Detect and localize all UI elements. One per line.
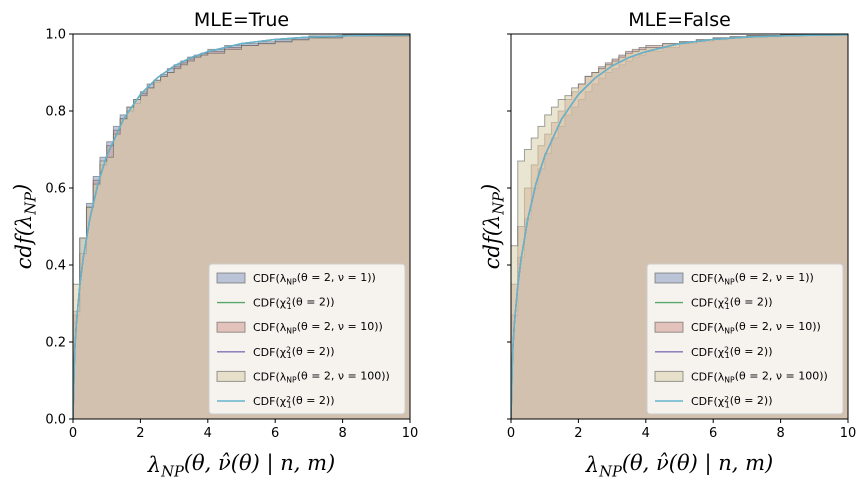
legend-box (646, 263, 844, 415)
x-tick-label: 0 (507, 426, 515, 441)
y-tick-label: 0.4 (45, 259, 66, 274)
legend-item: CDF(λNP(θ = 2, ν = 10)) (216, 320, 383, 336)
axes-frame (510, 33, 849, 420)
legend-swatch (654, 321, 684, 333)
legend-item: CDF(χ2 1(θ = 2)) (217, 345, 335, 360)
legend-item: CDF(χ2 1(θ = 2)) (655, 345, 773, 360)
x-tick-label: 4 (642, 426, 650, 441)
legend: CDF(λNP(θ = 2, ν = 1)) CDF(χ2 1(θ = 2)) CDF… (208, 263, 406, 415)
legend-item: CDF(χ2 1(θ = 2)) (655, 394, 773, 409)
legend-item: CDF(λNP(θ = 2, ν = 100)) (216, 369, 390, 385)
x-tick-label: 2 (574, 426, 582, 441)
x-axis-label: λNP(θ, ν̂(θ) | n, m) (585, 451, 773, 480)
legend-swatch (216, 370, 246, 382)
legend-item: CDF(χ2 1(θ = 2)) (217, 296, 335, 311)
y-axis-label: cdf(λNP) (478, 184, 507, 269)
legend-label: CDF(λNP(θ = 2, ν = 1)) (253, 271, 376, 286)
series-line-6 (511, 34, 848, 419)
legend-item: CDF(χ2 1(θ = 2)) (655, 296, 773, 311)
legend-item: CDF(λNP(θ = 2, ν = 1)) (216, 271, 376, 286)
x-tick-label: 8 (776, 426, 784, 441)
legend-label: CDF(λNP(θ = 2, ν = 100)) (691, 369, 828, 384)
legend-label: CDF(χ2 1(θ = 2)) (691, 345, 773, 360)
y-tick-label: 0.0 (45, 413, 66, 428)
chart-title: MLE=True (194, 9, 289, 31)
legend-label: CDF(χ2 1(θ = 2)) (253, 296, 335, 311)
x-tick-label: 4 (204, 426, 212, 441)
legend-item: CDF(λNP(θ = 2, ν = 1)) (654, 271, 814, 286)
legend-swatch (216, 272, 246, 284)
y-axis-label: cdf(λNP) (10, 184, 39, 269)
legend-label: CDF(χ2 1(θ = 2)) (691, 394, 773, 409)
y-tick-label: 1.0 (45, 28, 66, 43)
y-tick-label: 0.2 (45, 336, 66, 351)
series-line-6 (73, 34, 410, 419)
legend: CDF(λNP(θ = 2, ν = 1)) CDF(χ2 1(θ = 2)) CDF… (646, 263, 844, 415)
legend-label: CDF(χ2 1(θ = 2)) (691, 296, 773, 311)
chart-panel-1: 0 2 4 6 8 10 0.0 0.2 0.4 0.6 0.8 1.0 MLE=True λNP(θ, … (10, 9, 418, 480)
chart-title: MLE=False (628, 9, 731, 31)
legend-label: CDF(λNP(θ = 2, ν = 1)) (691, 271, 814, 286)
x-tick-label: 2 (136, 426, 144, 441)
x-tick-label: 10 (402, 426, 419, 441)
chart-panel-2: 0 2 4 6 8 10 MLE=False λNP(θ, ν̂(θ) | n, m) cdf(… (478, 9, 856, 480)
legend-item: CDF(λNP(θ = 2, ν = 10)) (654, 320, 821, 336)
x-tick-label: 0 (69, 426, 77, 441)
legend-label: CDF(χ2 1(θ = 2)) (253, 345, 335, 360)
y-tick-label: 0.8 (45, 105, 66, 120)
legend-item: CDF(λNP(θ = 2, ν = 100)) (654, 369, 828, 385)
legend-box (208, 263, 406, 415)
legend-label: CDF(λNP(θ = 2, ν = 100)) (253, 369, 390, 384)
legend-item: CDF(χ2 1(θ = 2)) (217, 394, 335, 409)
x-tick-label: 6 (271, 426, 279, 441)
legend-label: CDF(λNP(θ = 2, ν = 10)) (253, 320, 383, 335)
x-tick-label: 8 (338, 426, 346, 441)
x-tick-label: 10 (840, 426, 857, 441)
legend-swatch (654, 370, 684, 382)
legend-label: CDF(χ2 1(θ = 2)) (253, 394, 335, 409)
y-tick-label: 0.6 (45, 182, 66, 197)
x-axis-label: λNP(θ, ν̂(θ) | n, m) (147, 451, 335, 480)
x-tick-label: 6 (709, 426, 717, 441)
legend-label: CDF(λNP(θ = 2, ν = 10)) (691, 320, 821, 335)
axes-frame (72, 33, 411, 420)
legend-swatch (654, 272, 684, 284)
legend-swatch (216, 321, 246, 333)
